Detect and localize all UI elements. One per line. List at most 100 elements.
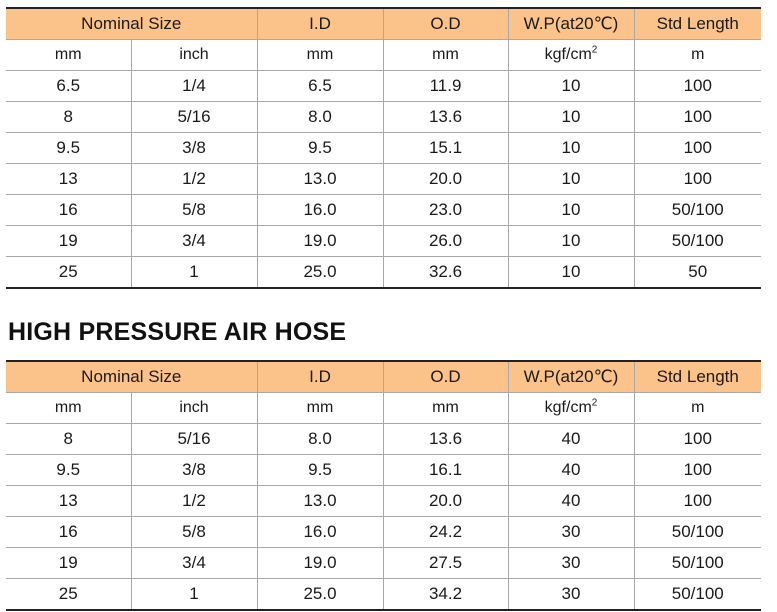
cell-wp: 10 — [507, 225, 634, 257]
hose-spec-table: Nominal Size I.D O.D W.P(at20℃) Std Leng… — [6, 7, 761, 289]
cell-std-length: 100 — [633, 132, 761, 164]
cell-id: 16.0 — [256, 194, 383, 226]
unit-inch: inch — [130, 39, 257, 71]
cell-od: 11.9 — [382, 70, 508, 102]
cell-mm: 19 — [6, 547, 131, 579]
unit-mm: mm — [6, 392, 131, 424]
unit-mm: mm — [6, 39, 131, 71]
cell-id: 6.5 — [256, 70, 383, 102]
cell-mm: 25 — [6, 578, 131, 611]
cell-std-length: 50/100 — [633, 225, 761, 257]
cell-inch: 5/16 — [130, 423, 257, 455]
cell-od: 13.6 — [382, 423, 508, 455]
unit-wp: kgf/cm2 — [507, 392, 634, 424]
cell-inch: 3/4 — [130, 547, 257, 579]
header-std-length: Std Length — [633, 7, 761, 40]
cell-std-length: 100 — [633, 101, 761, 133]
cell-wp: 30 — [507, 578, 634, 611]
table-row: 6.5 1/4 6.5 11.9 10 100 — [6, 70, 761, 102]
cell-id: 8.0 — [256, 423, 383, 455]
header-wp: W.P(at20℃) — [507, 360, 634, 393]
units-row: mm inch mm mm kgf/cm2 m — [6, 392, 761, 424]
cell-inch: 3/8 — [130, 132, 257, 164]
cell-wp: 40 — [507, 485, 634, 517]
table-row: 25 1 25.0 34.2 30 50/100 — [6, 578, 761, 611]
cell-od: 24.2 — [382, 516, 508, 548]
cell-wp: 10 — [507, 132, 634, 164]
cell-od: 16.1 — [382, 454, 508, 486]
cell-wp: 10 — [507, 70, 634, 102]
cell-inch: 3/8 — [130, 454, 257, 486]
cell-od: 32.6 — [382, 256, 508, 289]
cell-wp: 30 — [507, 516, 634, 548]
unit-std-length: m — [633, 392, 761, 424]
cell-od: 26.0 — [382, 225, 508, 257]
unit-od: mm — [382, 392, 508, 424]
cell-id: 25.0 — [256, 256, 383, 289]
table-row: 16 5/8 16.0 24.2 30 50/100 — [6, 516, 761, 548]
table-header-row: Nominal Size I.D O.D W.P(at20℃) Std Leng… — [6, 360, 761, 393]
unit-wp-base: kgf/cm — [544, 399, 592, 416]
cell-mm: 8 — [6, 423, 131, 455]
cell-std-length: 50/100 — [633, 194, 761, 226]
cell-od: 13.6 — [382, 101, 508, 133]
cell-wp: 10 — [507, 163, 634, 195]
table-row: 19 3/4 19.0 26.0 10 50/100 — [6, 225, 761, 257]
cell-mm: 16 — [6, 194, 131, 226]
header-id: I.D — [256, 360, 383, 393]
units-row: mm inch mm mm kgf/cm2 m — [6, 39, 761, 71]
cell-inch: 1 — [130, 256, 257, 289]
cell-inch: 5/16 — [130, 101, 257, 133]
cell-id: 16.0 — [256, 516, 383, 548]
cell-id: 19.0 — [256, 547, 383, 579]
cell-inch: 5/8 — [130, 194, 257, 226]
cell-wp: 40 — [507, 423, 634, 455]
cell-mm: 13 — [6, 163, 131, 195]
unit-std-length: m — [633, 39, 761, 71]
cell-od: 15.1 — [382, 132, 508, 164]
cell-od: 23.0 — [382, 194, 508, 226]
unit-id: mm — [256, 392, 383, 424]
table-row: 13 1/2 13.0 20.0 40 100 — [6, 485, 761, 517]
table-row: 9.5 3/8 9.5 15.1 10 100 — [6, 132, 761, 164]
table-header-row: Nominal Size I.D O.D W.P(at20℃) Std Leng… — [6, 7, 761, 40]
cell-od: 34.2 — [382, 578, 508, 611]
cell-od: 27.5 — [382, 547, 508, 579]
cell-wp: 10 — [507, 194, 634, 226]
cell-inch: 1/2 — [130, 163, 257, 195]
table-row: 16 5/8 16.0 23.0 10 50/100 — [6, 194, 761, 226]
cell-id: 25.0 — [256, 578, 383, 611]
cell-wp: 30 — [507, 547, 634, 579]
cell-mm: 19 — [6, 225, 131, 257]
unit-wp: kgf/cm2 — [507, 39, 634, 71]
header-wp: W.P(at20℃) — [507, 7, 634, 40]
cell-wp: 10 — [507, 256, 634, 289]
cell-std-length: 50/100 — [633, 578, 761, 611]
cell-id: 13.0 — [256, 163, 383, 195]
cell-inch: 5/8 — [130, 516, 257, 548]
cell-id: 9.5 — [256, 132, 383, 164]
cell-inch: 3/4 — [130, 225, 257, 257]
header-od: O.D — [382, 360, 508, 393]
cell-id: 8.0 — [256, 101, 383, 133]
section-title: HIGH PRESSURE AIR HOSE — [8, 318, 347, 346]
header-std-length: Std Length — [633, 360, 761, 393]
header-nominal-size: Nominal Size — [6, 360, 257, 393]
cell-od: 20.0 — [382, 163, 508, 195]
cell-wp: 40 — [507, 454, 634, 486]
cell-mm: 9.5 — [6, 454, 131, 486]
table-row: 13 1/2 13.0 20.0 10 100 — [6, 163, 761, 195]
cell-inch: 1/2 — [130, 485, 257, 517]
unit-inch: inch — [130, 392, 257, 424]
cell-mm: 6.5 — [6, 70, 131, 102]
table-row: 9.5 3/8 9.5 16.1 40 100 — [6, 454, 761, 486]
cell-std-length: 100 — [633, 163, 761, 195]
table-row: 8 5/16 8.0 13.6 10 100 — [6, 101, 761, 133]
cell-id: 9.5 — [256, 454, 383, 486]
cell-std-length: 50 — [633, 256, 761, 289]
cell-std-length: 100 — [633, 70, 761, 102]
cell-mm: 13 — [6, 485, 131, 517]
header-nominal-size: Nominal Size — [6, 7, 257, 40]
cell-id: 19.0 — [256, 225, 383, 257]
cell-std-length: 50/100 — [633, 547, 761, 579]
